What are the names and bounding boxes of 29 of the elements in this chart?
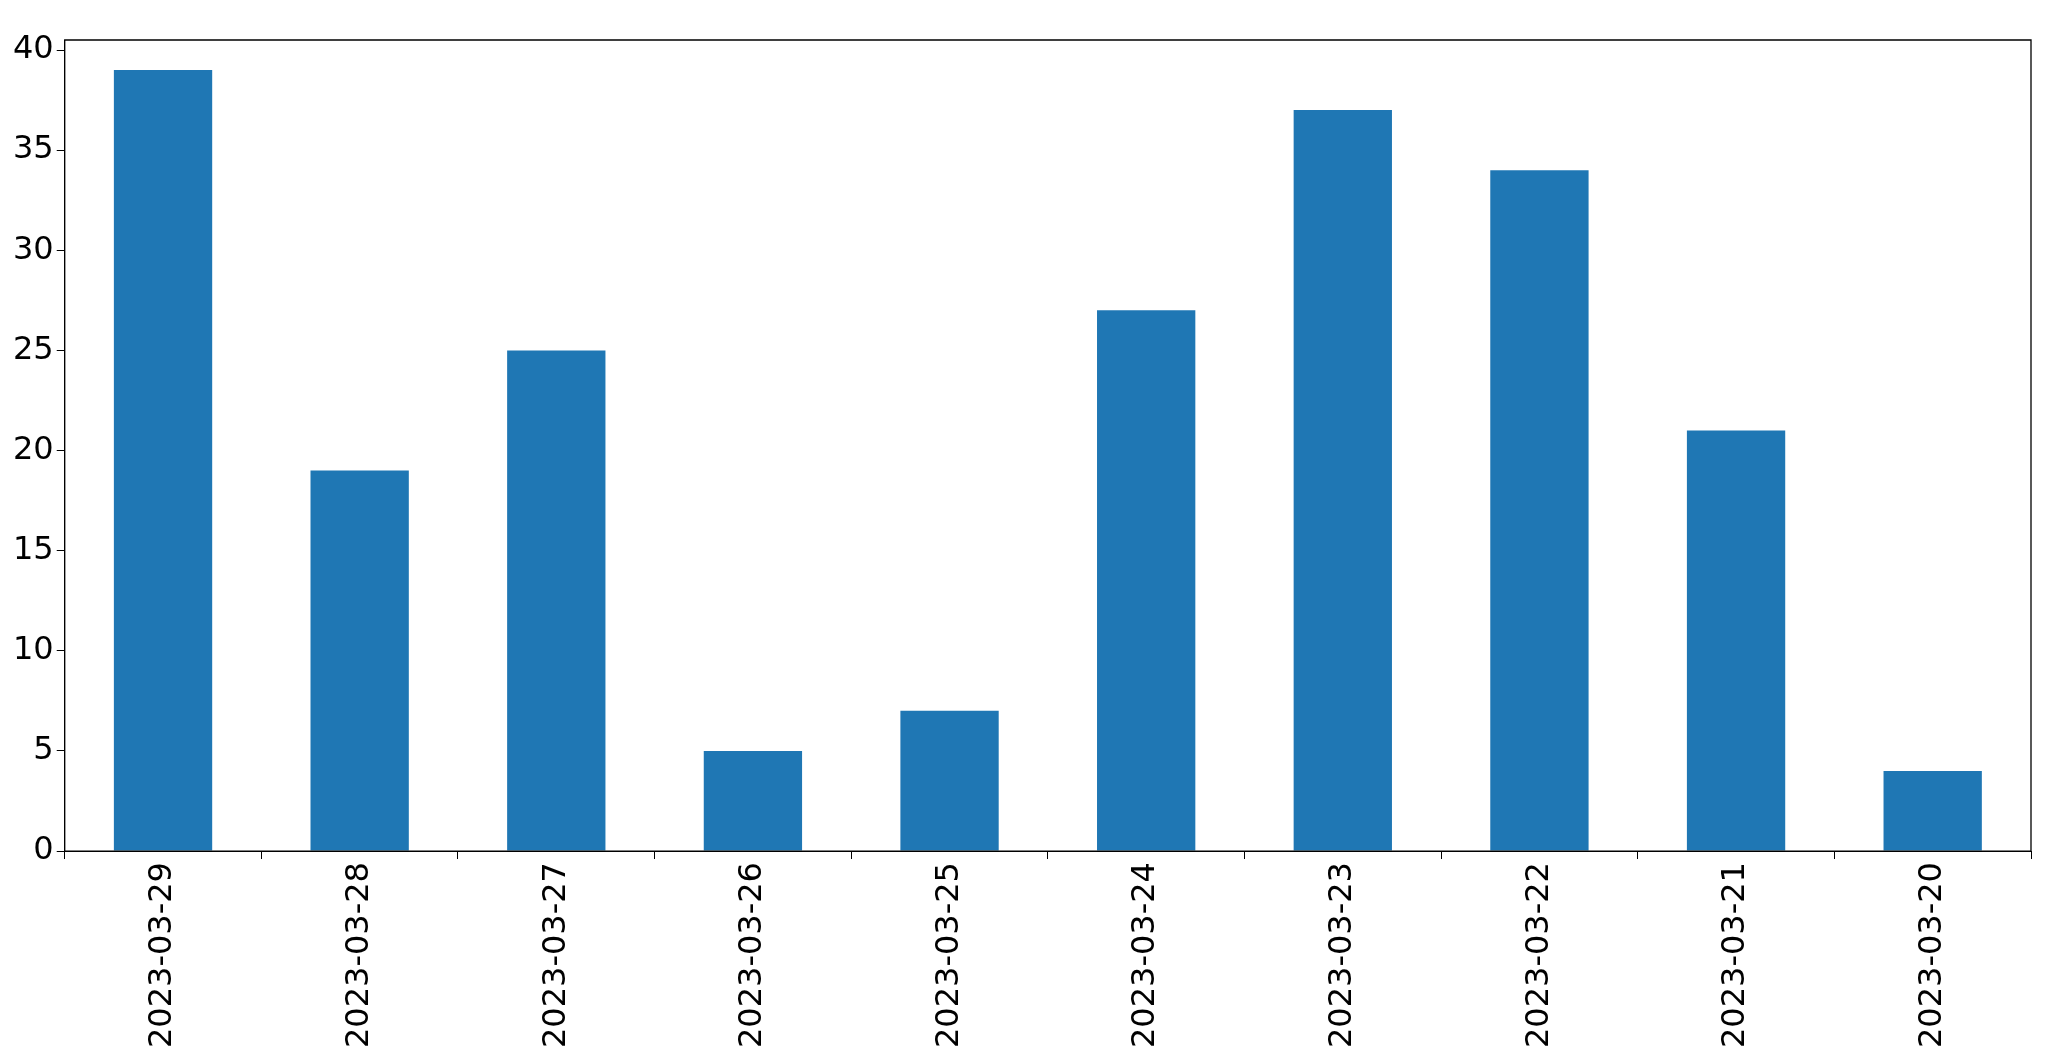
y-tick-label: 15 — [13, 528, 54, 567]
y-tick-label: 40 — [13, 28, 54, 67]
bar — [113, 70, 213, 851]
x-tick-label: 2023-03-22 — [1517, 862, 1556, 1048]
x-tick-label: 2023-03-26 — [731, 862, 770, 1048]
bar — [1686, 430, 1786, 851]
bar — [1293, 110, 1392, 851]
bar — [1490, 170, 1589, 851]
bar — [1883, 770, 1982, 851]
y-tick-label: 25 — [13, 328, 54, 367]
y-tick-label: 30 — [13, 228, 54, 267]
bar — [310, 470, 409, 851]
x-tick-label: 2023-03-21 — [1714, 862, 1753, 1048]
x-tick-label: 2023-03-27 — [534, 862, 573, 1048]
x-tick-label: 2023-03-28 — [337, 862, 376, 1048]
y-tick-label: 10 — [13, 629, 54, 668]
x-tick-label: 2023-03-25 — [927, 862, 966, 1048]
x-tick-label: 2023-03-29 — [141, 862, 180, 1048]
bar — [900, 710, 999, 851]
x-tick-label: 2023-03-20 — [1911, 862, 1949, 1048]
y-tick-label: 20 — [13, 428, 54, 467]
bar — [703, 750, 803, 851]
y-tick-label: 0 — [33, 829, 54, 868]
y-tick-label: 35 — [13, 128, 54, 167]
bar — [507, 350, 606, 851]
x-tick-label: 2023-03-23 — [1321, 862, 1360, 1048]
x-tick-label: 2023-03-24 — [1124, 862, 1163, 1048]
bar — [1097, 310, 1196, 851]
y-tick-label: 5 — [33, 729, 54, 768]
